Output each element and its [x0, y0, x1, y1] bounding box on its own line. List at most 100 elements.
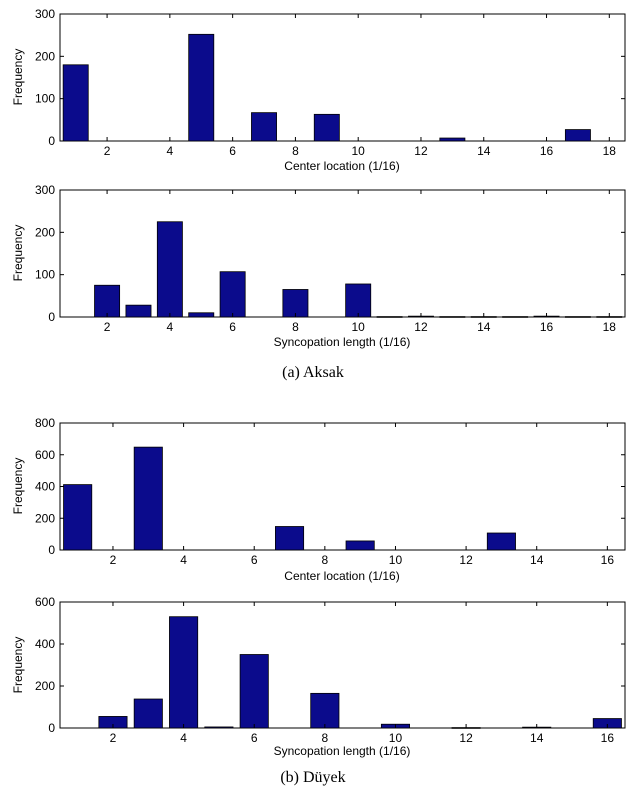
x-tick-label: 6 [251, 553, 258, 567]
ticks: 2 4 6 8 10 12 14 16 0 200 400 600 [35, 595, 625, 745]
y-tick-label: 800 [35, 416, 55, 430]
x-tick-label: 16 [601, 553, 615, 567]
bar [63, 484, 93, 551]
bar [133, 698, 163, 729]
y-tick-label: 300 [35, 183, 55, 197]
x-tick-label: 18 [603, 144, 617, 158]
x-tick-label: 2 [104, 320, 111, 334]
panel-duyek-syncopation: 2 4 6 8 10 12 14 16 0 200 400 600 Syncopation lengt… [11, 595, 626, 758]
x-tick-label: 4 [167, 320, 174, 334]
bar [564, 316, 591, 318]
bars [63, 446, 516, 551]
x-tick-label: 16 [540, 320, 554, 334]
x-tick-label: 4 [167, 144, 174, 158]
y-tick-label: 300 [35, 7, 55, 21]
x-tick-label: 10 [389, 731, 403, 745]
bars [98, 616, 622, 729]
bar [376, 316, 403, 318]
y-tick-label: 200 [35, 225, 55, 239]
x-tick-label: 6 [229, 320, 236, 334]
bar [133, 446, 163, 551]
x-tick-label: 8 [322, 553, 329, 567]
bar [251, 112, 277, 142]
x-tick-label: 12 [414, 320, 428, 334]
y-tick-label: 200 [35, 679, 55, 693]
bar [188, 312, 215, 318]
caption-b: (b) Düyek [280, 769, 345, 786]
y-tick-label: 400 [35, 480, 55, 494]
bar [502, 316, 529, 318]
y-tick-label: 0 [48, 310, 55, 324]
x-tick-label: 14 [530, 731, 544, 745]
x-tick-label: 10 [352, 320, 366, 334]
y-axis-label: Frequency [11, 637, 25, 694]
x-tick-label: 10 [352, 144, 366, 158]
bar [62, 64, 89, 142]
y-tick-label: 0 [48, 721, 55, 735]
y-tick-label: 200 [35, 49, 55, 63]
x-tick-label: 4 [180, 553, 187, 567]
y-axis-label: Frequency [11, 49, 25, 106]
x-tick-label: 8 [292, 320, 299, 334]
bar [310, 692, 340, 729]
x-tick-label: 10 [389, 553, 403, 567]
y-tick-label: 100 [35, 92, 55, 106]
x-tick-label: 14 [477, 144, 491, 158]
bar [188, 33, 215, 142]
x-tick-label: 14 [477, 320, 491, 334]
y-tick-label: 200 [35, 511, 55, 525]
bar [439, 316, 466, 318]
bar [275, 526, 305, 551]
panel-aksak-center: 2 4 6 8 10 12 14 16 18 0 100 200 300 Center location… [11, 7, 626, 173]
y-tick-label: 0 [48, 134, 55, 148]
bars [62, 33, 591, 142]
x-tick-label: 18 [603, 320, 617, 334]
x-tick-label: 4 [180, 731, 187, 745]
panel-aksak-syncopation: 2 4 6 8 10 12 14 16 18 0 100 200 300 Syncopation len… [11, 183, 626, 349]
y-axis-label: Frequency [11, 458, 25, 515]
ticks: 2 4 6 8 10 12 14 16 18 0 100 200 300 [35, 7, 625, 158]
bar [345, 283, 372, 318]
y-tick-label: 100 [35, 268, 55, 282]
x-tick-label: 12 [414, 144, 428, 158]
bar [564, 129, 591, 142]
x-tick-label: 2 [110, 731, 117, 745]
x-tick-label: 2 [110, 553, 117, 567]
x-tick-label: 2 [104, 144, 111, 158]
y-tick-label: 600 [35, 595, 55, 609]
bar [239, 654, 269, 729]
x-axis-label: Syncopation length (1/16) [274, 744, 411, 758]
bar [486, 532, 516, 551]
x-tick-label: 8 [322, 731, 329, 745]
x-axis-label: Syncopation length (1/16) [274, 335, 411, 349]
x-tick-label: 12 [459, 553, 473, 567]
x-tick-label: 8 [292, 144, 299, 158]
bar [313, 113, 340, 142]
bar [219, 271, 246, 318]
y-tick-label: 400 [35, 637, 55, 651]
x-tick-label: 14 [530, 553, 544, 567]
x-tick-label: 6 [229, 144, 236, 158]
bar [169, 616, 199, 729]
bar [439, 137, 466, 142]
bar [156, 221, 183, 318]
x-axis-label: Center location (1/16) [284, 159, 399, 173]
plot-frame [59, 13, 626, 142]
x-axis-label: Center location (1/16) [284, 569, 399, 583]
bars [94, 221, 623, 318]
x-tick-label: 12 [459, 731, 473, 745]
ticks: 2 4 6 8 10 12 14 16 0 200 400 600 800 [35, 416, 625, 567]
x-tick-label: 16 [540, 144, 554, 158]
y-tick-label: 0 [48, 543, 55, 557]
x-tick-label: 16 [601, 731, 615, 745]
ticks: 2 4 6 8 10 12 14 16 18 0 100 200 300 [35, 183, 625, 334]
y-axis-label: Frequency [11, 225, 25, 282]
caption-a: (a) Aksak [282, 364, 344, 381]
plot-frame [59, 189, 626, 318]
bar [282, 289, 309, 318]
y-tick-label: 600 [35, 448, 55, 462]
bar [125, 304, 152, 318]
x-tick-label: 6 [251, 731, 258, 745]
bar [94, 284, 121, 318]
